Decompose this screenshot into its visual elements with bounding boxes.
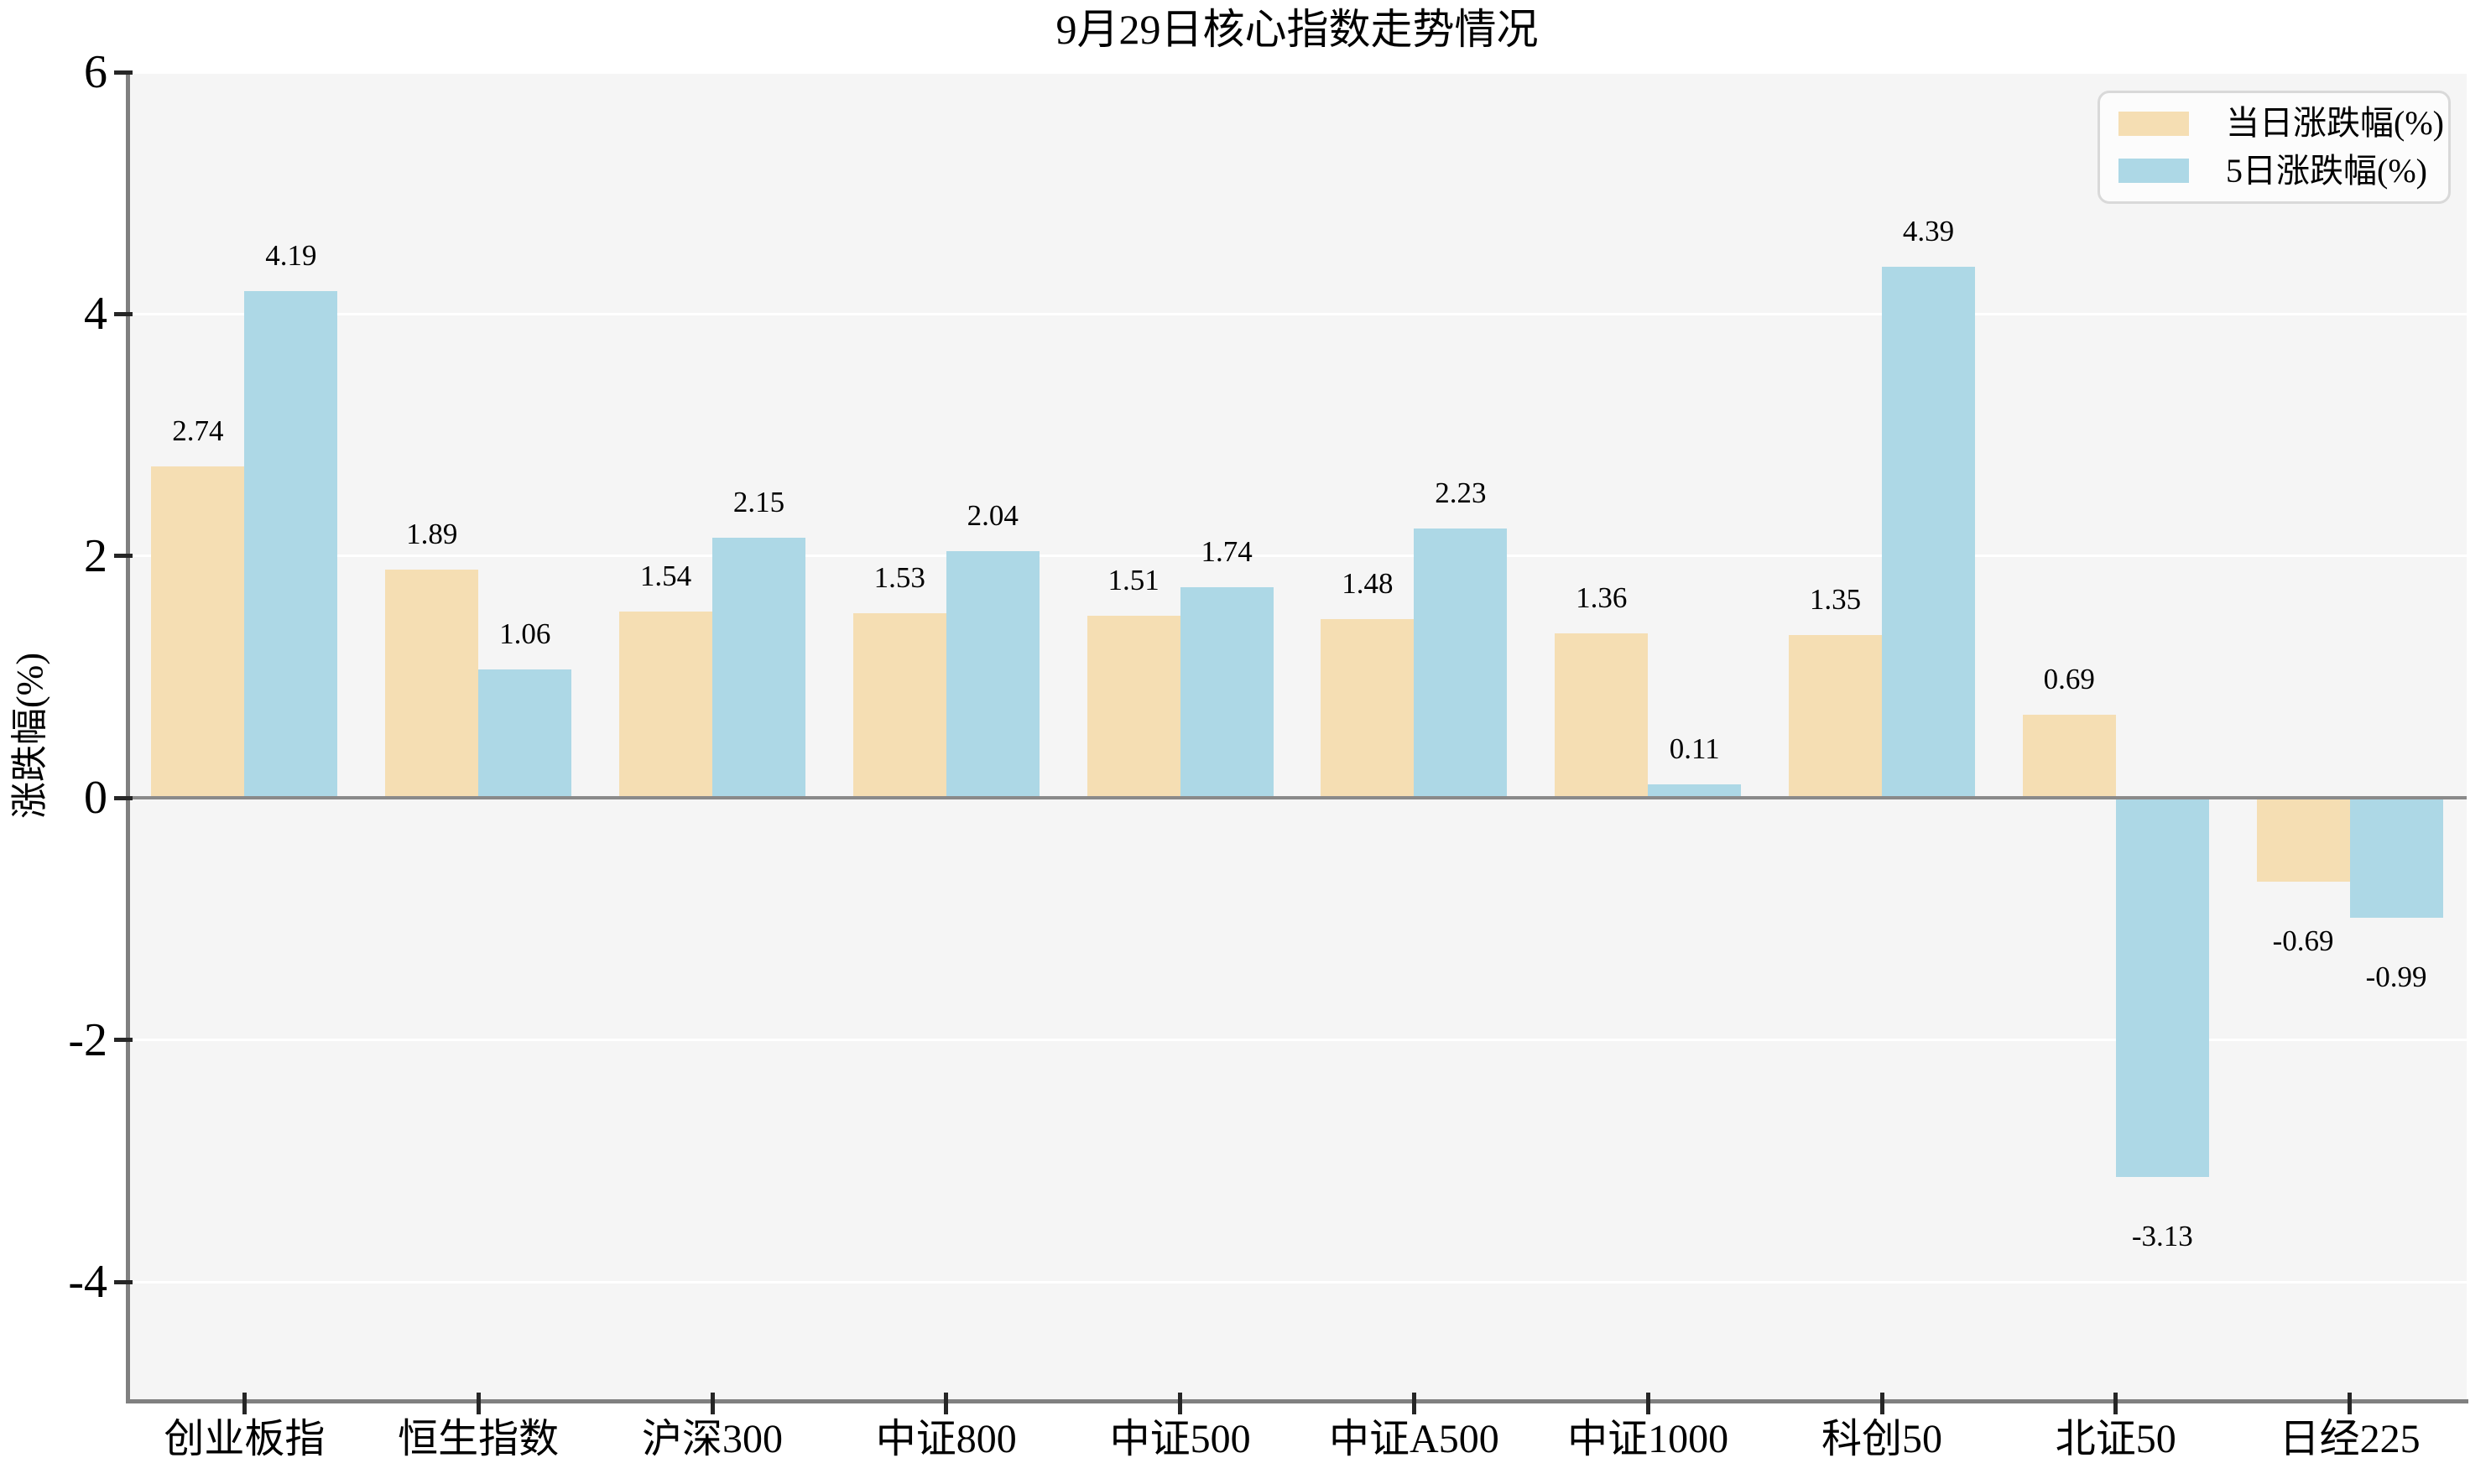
legend-swatch-5day-icon [2118,159,2189,184]
bar-5day-日经225 [2349,798,2443,919]
y-axis-spine [126,72,130,1403]
x-tick [1879,1393,1884,1414]
x-axis-spine [126,1399,2468,1403]
x-tick-label-8: 科创50 [1821,1417,1942,1461]
chart-title: 9月29日核心指数走势情况 [1055,6,1539,53]
bar-5day-北证50 [2115,798,2209,1177]
y-tick [114,1279,133,1284]
y-tick [114,311,133,316]
bar-value-label: 1.06 [499,617,551,651]
x-tick [2113,1393,2118,1414]
legend: 当日涨跌幅(%) 5日涨跌幅(%) [2098,91,2451,204]
bar-daily-创业板指 [151,466,245,799]
bar-5day-中证A500 [1414,528,1508,799]
bar-daily-日经225 [2256,798,2350,882]
y-tick-label: 4 [84,288,107,341]
bar-value-label: 2.74 [172,414,224,448]
bar-5day-创业板指 [244,291,338,799]
y-tick-label: 2 [84,529,107,582]
x-tick-label-9: 北证50 [2055,1417,2176,1461]
y-tick [114,70,133,75]
bar-daily-中证500 [1087,615,1180,799]
gridline [128,1280,2467,1284]
bar-value-label: 1.48 [1342,566,1394,600]
bar-daily-恒生指数 [385,569,479,799]
gridline [128,312,2467,315]
y-tick-label: 0 [84,772,107,825]
bar-value-label: 2.23 [1435,476,1487,509]
bar-value-label: 1.36 [1576,581,1628,615]
bar-5day-中证1000 [1648,784,1742,799]
x-tick [944,1393,949,1414]
gridline [128,1039,2467,1042]
bar-daily-中证A500 [1321,618,1415,799]
x-tick [1178,1393,1183,1414]
bar-daily-北证50 [2022,714,2116,799]
bar-value-label: 1.53 [873,560,925,594]
y-tick [114,554,133,559]
x-tick-label-6: 中证A500 [1329,1417,1499,1461]
gridline [128,70,2467,74]
y-tick-label: 6 [84,46,107,98]
x-tick-label-10: 日经225 [2279,1417,2421,1461]
bar-5day-科创50 [1882,267,1975,799]
x-tick [2348,1393,2353,1414]
zero-line [128,796,2467,800]
bar-daily-沪深300 [619,612,712,799]
legend-label-5day: 5日涨跌幅(%) [2226,151,2427,190]
x-tick-label-2: 恒生指数 [398,1417,560,1461]
bar-value-label: 0.11 [1669,732,1720,766]
gridline [128,555,2467,558]
bar-5day-中证500 [1180,587,1274,799]
x-tick-label-5: 中证500 [1109,1417,1251,1461]
legend-swatch-daily-icon [2118,111,2189,136]
y-tick-label: -2 [68,1013,107,1066]
x-tick [1411,1393,1416,1414]
x-tick-label-7: 中证1000 [1567,1417,1729,1461]
bar-value-label: 1.74 [1201,535,1253,569]
bar-5day-沪深300 [712,538,805,799]
bar-value-label: 4.19 [265,239,317,273]
y-tick-label: -4 [68,1256,107,1309]
x-tick [476,1393,481,1414]
bar-value-label: 1.89 [406,517,458,550]
bar-value-label: -3.13 [2131,1219,2193,1252]
x-tick-label-3: 沪深300 [641,1417,783,1461]
bar-5day-恒生指数 [478,669,572,799]
x-tick-label-1: 创业板指 [164,1417,326,1461]
bar-value-label: 1.54 [639,560,692,593]
bar-value-label: 2.15 [732,486,785,519]
bar-daily-中证800 [852,612,946,799]
legend-row-5day: 5日涨跌幅(%) [2118,151,2430,190]
bar-value-label: 1.35 [1809,582,1862,616]
x-tick [710,1393,715,1414]
legend-label-daily: 当日涨跌幅(%) [2226,104,2444,143]
bar-value-label: 4.39 [1902,215,1955,248]
y-tick [114,1038,133,1043]
bar-value-label: -0.99 [2365,961,2427,994]
bar-value-label: 2.04 [967,499,1019,533]
y-tick [114,795,133,800]
x-tick-label-4: 中证800 [875,1417,1017,1461]
x-tick [1645,1393,1650,1414]
legend-row-daily: 当日涨跌幅(%) [2118,105,2444,142]
bar-value-label: 1.51 [1107,563,1160,596]
bar-value-label: -0.69 [2272,924,2334,957]
x-tick [242,1393,247,1414]
bar-daily-中证1000 [1555,633,1649,799]
bar-5day-中证800 [946,551,1040,799]
bar-daily-科创50 [1789,634,1882,799]
bar-value-label: 0.69 [2043,662,2095,695]
